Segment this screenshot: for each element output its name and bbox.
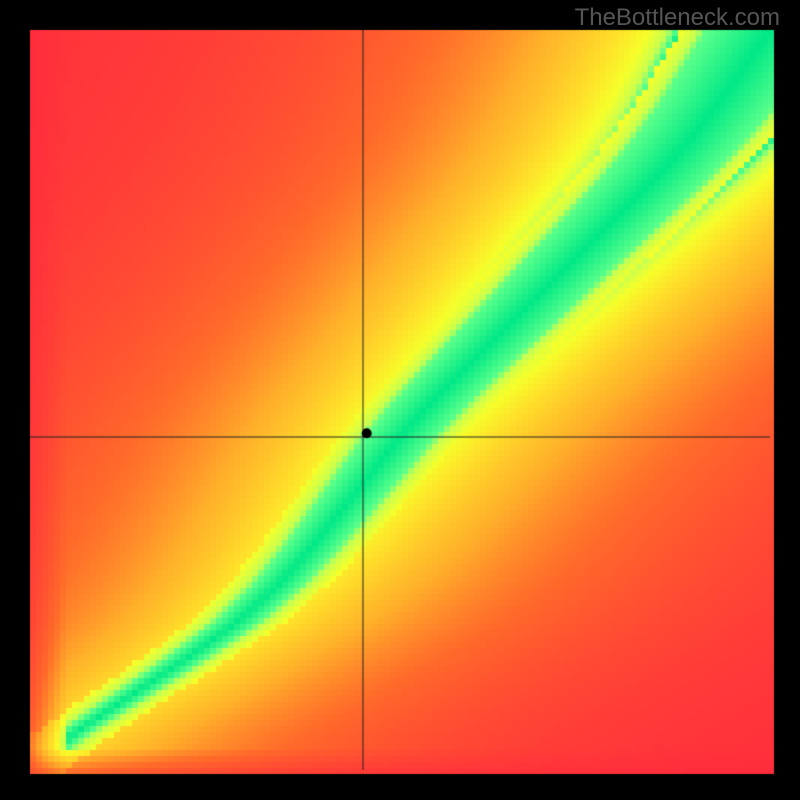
- chart-container: TheBottleneck.com: [0, 0, 800, 800]
- heatmap-canvas: [0, 0, 800, 800]
- watermark-text: TheBottleneck.com: [575, 4, 780, 32]
